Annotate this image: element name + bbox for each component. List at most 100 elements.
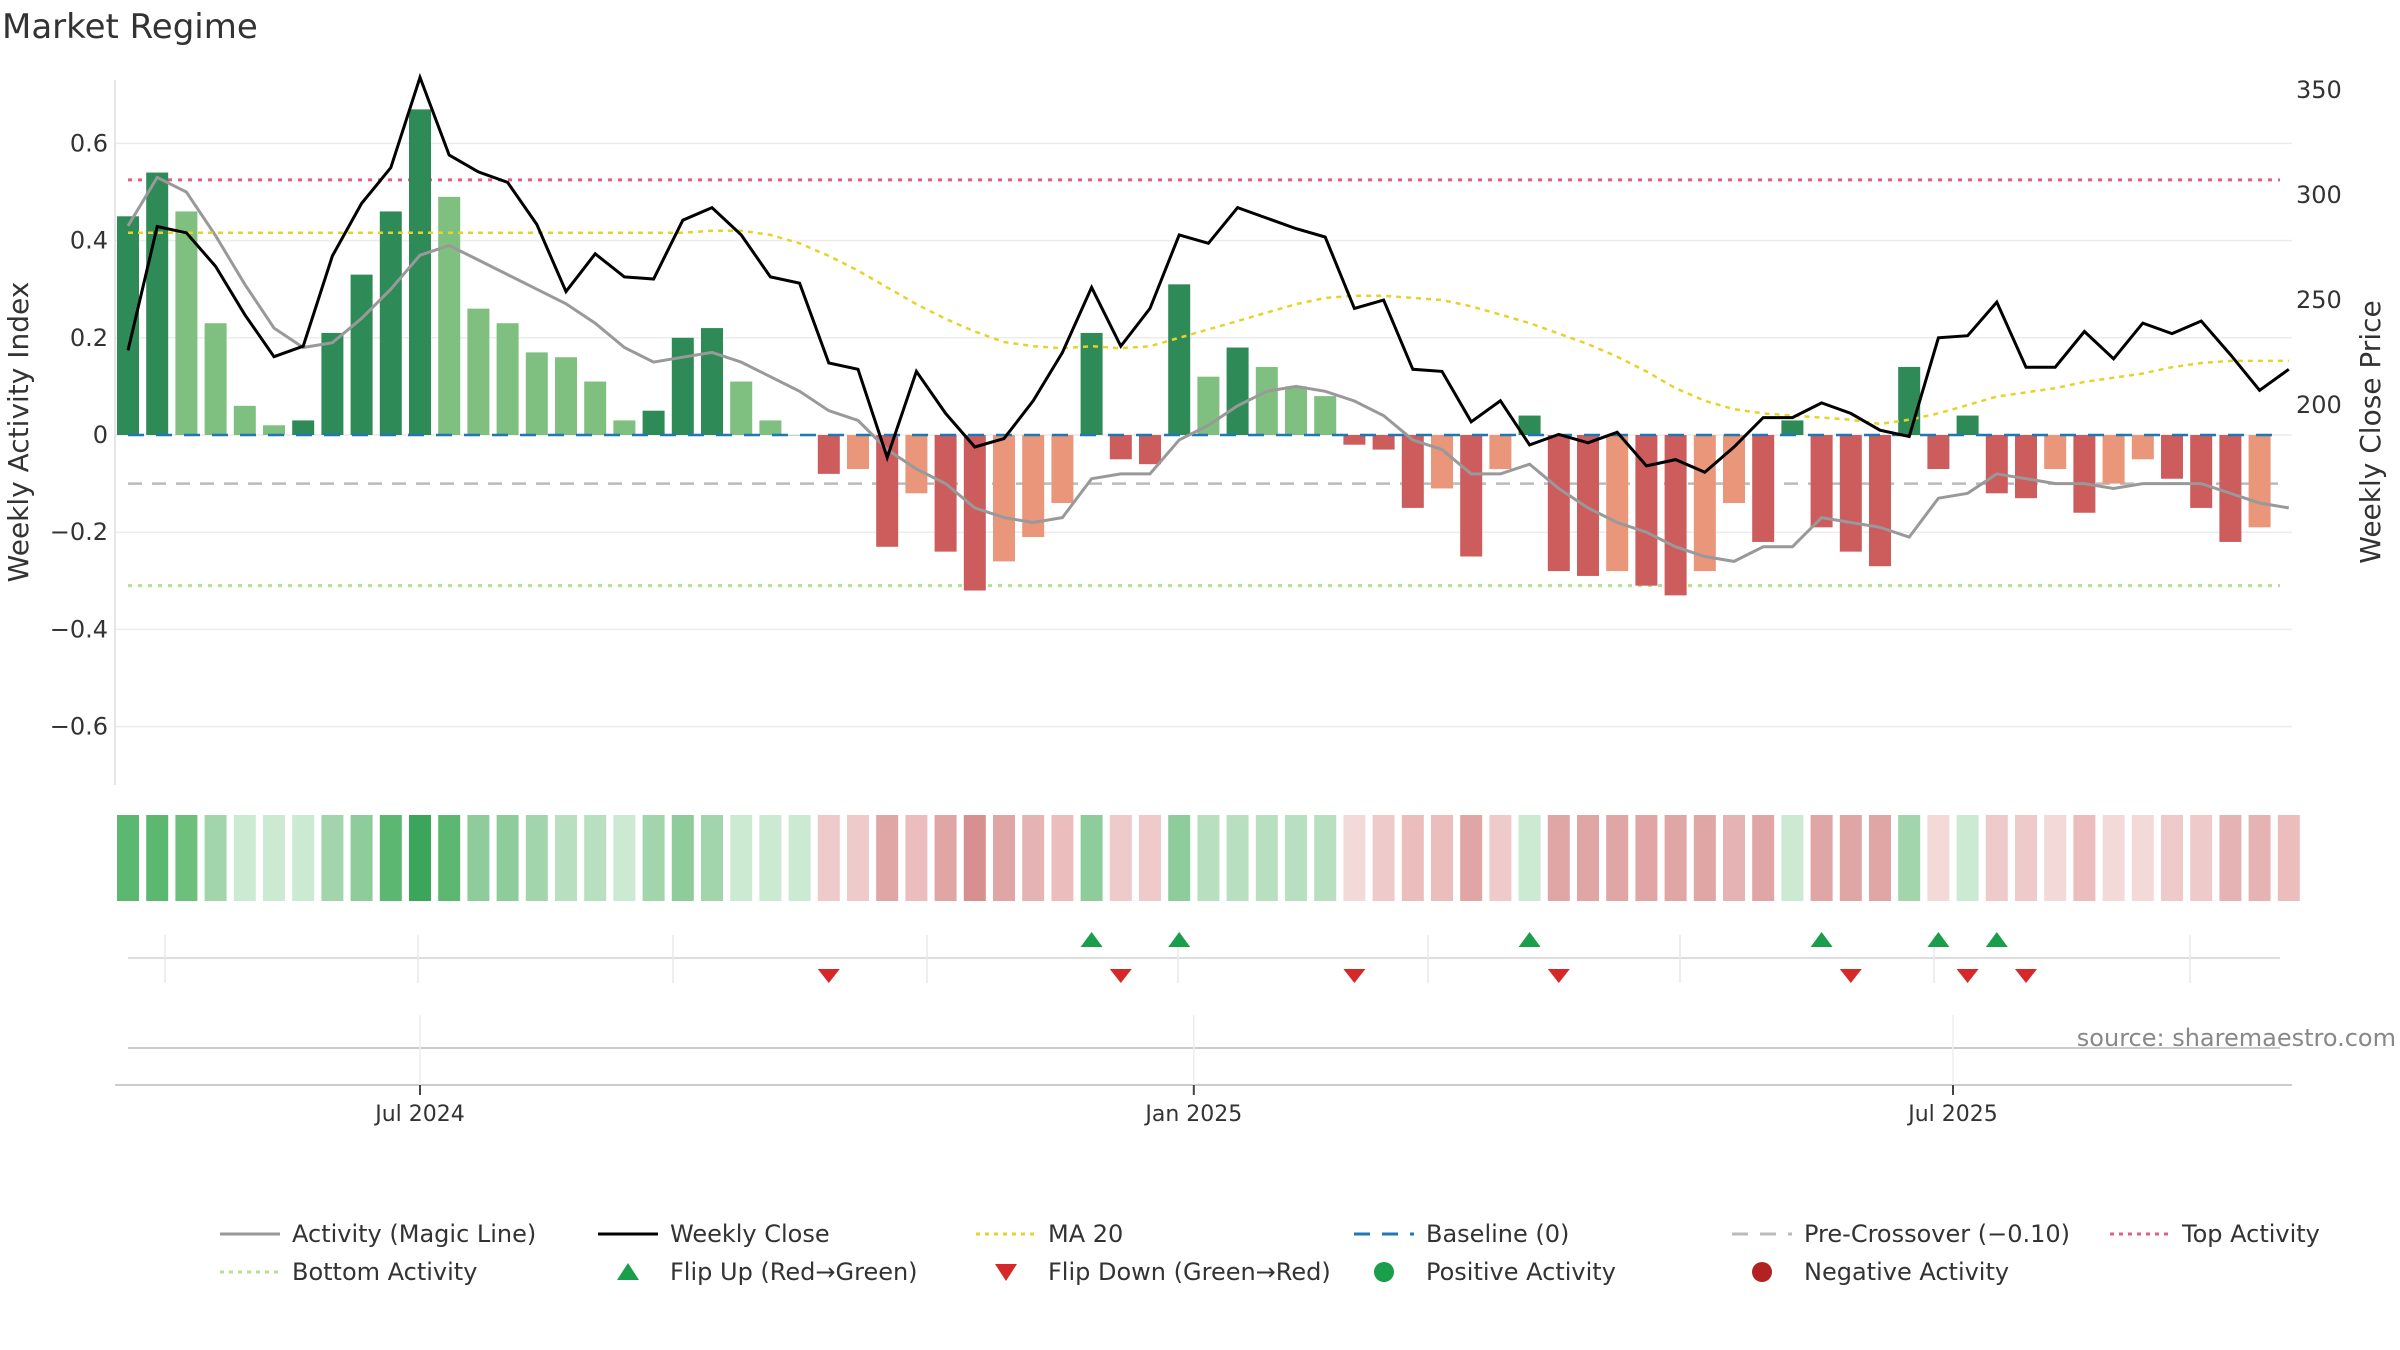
activity-bar <box>175 211 198 435</box>
activity-bar <box>1168 284 1191 435</box>
activity-bar <box>2073 435 2096 513</box>
regime-cell <box>1197 815 1220 901</box>
regime-cell <box>1898 815 1921 901</box>
regime-cell <box>1956 815 1979 901</box>
magic-line-series <box>126 175 2290 563</box>
activity-bar <box>905 435 928 494</box>
activity-bar <box>1022 435 1045 538</box>
activity-bar <box>146 172 169 435</box>
regime-cell <box>1168 815 1191 901</box>
regime-cell <box>2248 815 2271 901</box>
legend-swatch <box>1752 1262 1772 1282</box>
regime-cell <box>1285 815 1307 901</box>
regime-cell <box>1693 815 1716 901</box>
left-tick-label: 0.2 <box>70 324 108 352</box>
legend-swatch <box>1374 1262 1394 1282</box>
regime-cell <box>1080 815 1103 901</box>
activity-bar <box>1635 435 1658 586</box>
activity-bar <box>350 274 373 435</box>
left-tick-label: 0.4 <box>70 227 108 255</box>
activity-bar <box>1810 435 1833 528</box>
legend-label: Bottom Activity <box>292 1258 477 1286</box>
series-lines <box>126 72 2290 563</box>
regime-cell <box>2190 815 2213 901</box>
regime-cell <box>1577 815 1599 901</box>
regime-cell <box>1810 815 1833 901</box>
activity-bar <box>2102 435 2125 484</box>
flip-down-marker <box>1547 969 1570 983</box>
regime-cell <box>1139 815 1161 901</box>
regime-cell <box>1226 815 1249 901</box>
regime-cell <box>730 815 753 901</box>
legend-label: Activity (Magic Line) <box>292 1220 536 1248</box>
regime-cell <box>963 815 986 901</box>
flip-down-marker <box>1343 969 1366 983</box>
regime-cell <box>292 815 315 901</box>
regime-cell <box>1343 815 1366 901</box>
regime-cell <box>2219 815 2242 901</box>
activity-bar <box>1664 435 1687 596</box>
regime-cell <box>1927 815 1950 901</box>
legend-label: Flip Down (Green→Red) <box>1048 1258 1331 1286</box>
legend-item: Activity (Magic Line) <box>220 1220 536 1248</box>
activity-bar <box>1226 347 1249 435</box>
regime-cell <box>1051 815 1074 901</box>
activity-bar <box>1927 435 1950 470</box>
legend-swatch <box>995 1264 1017 1281</box>
activity-bar <box>292 420 315 435</box>
regime-cell <box>1723 815 1745 901</box>
activity-bar <box>379 211 402 435</box>
legend-label: Negative Activity <box>1804 1258 2009 1286</box>
activity-bars <box>117 109 2271 596</box>
activity-bar <box>321 332 344 435</box>
weekly-close-series <box>126 72 2290 474</box>
activity-bar <box>204 323 227 435</box>
right-tick-label: 200 <box>2296 391 2342 419</box>
regime-cell <box>701 815 723 901</box>
legend-label: Pre-Crossover (−0.10) <box>1804 1220 2070 1248</box>
activity-bar <box>876 435 899 547</box>
regime-cell <box>409 815 431 901</box>
activity-bar <box>934 435 957 552</box>
regime-cell <box>555 815 577 901</box>
regime-cell <box>642 815 665 901</box>
legend-label: Flip Up (Red→Green) <box>670 1258 918 1286</box>
regime-cell <box>1022 815 1045 901</box>
regime-cell <box>1752 815 1775 901</box>
left-tick-label: −0.6 <box>50 713 108 741</box>
flip-down-marker <box>1839 969 1862 983</box>
activity-bar <box>817 435 840 474</box>
legend-label: Positive Activity <box>1426 1258 1616 1286</box>
regime-cell <box>2102 815 2125 901</box>
regime-strip <box>117 815 2300 901</box>
regime-cell <box>438 815 461 901</box>
activity-bar <box>2219 435 2242 542</box>
left-tick-label: −0.2 <box>50 518 108 546</box>
activity-bar <box>1518 415 1541 435</box>
regime-cell <box>788 815 811 901</box>
regime-cell <box>525 815 548 901</box>
activity-bar <box>1606 435 1629 572</box>
x-tick-label: Jan 2025 <box>1143 1102 1242 1127</box>
regime-cell <box>1606 815 1629 901</box>
activity-bar <box>1051 435 1074 504</box>
activity-bar <box>1255 366 1278 435</box>
activity-bar <box>2131 435 2154 460</box>
regime-cell <box>584 815 607 901</box>
regime-cell <box>993 815 1015 901</box>
flip-down-marker <box>817 969 840 983</box>
right-tick-label: 250 <box>2296 286 2342 314</box>
legend: Activity (Magic Line) Weekly Close MA 20 Ba… <box>220 1220 2320 1286</box>
left-tick-label: 0.6 <box>70 129 108 157</box>
activity-bar <box>1372 435 1395 450</box>
legend-item: MA 20 <box>976 1220 1123 1248</box>
regime-cell <box>496 815 519 901</box>
regime-cell <box>2277 815 2300 901</box>
flip-up-marker <box>1168 932 1191 947</box>
flip-down-marker <box>1956 969 1979 983</box>
flip-markers <box>128 932 2280 983</box>
activity-bar <box>2190 435 2213 508</box>
legend-item: Baseline (0) <box>1354 1220 1569 1248</box>
activity-bar <box>1693 435 1716 572</box>
activity-bar <box>409 109 431 435</box>
